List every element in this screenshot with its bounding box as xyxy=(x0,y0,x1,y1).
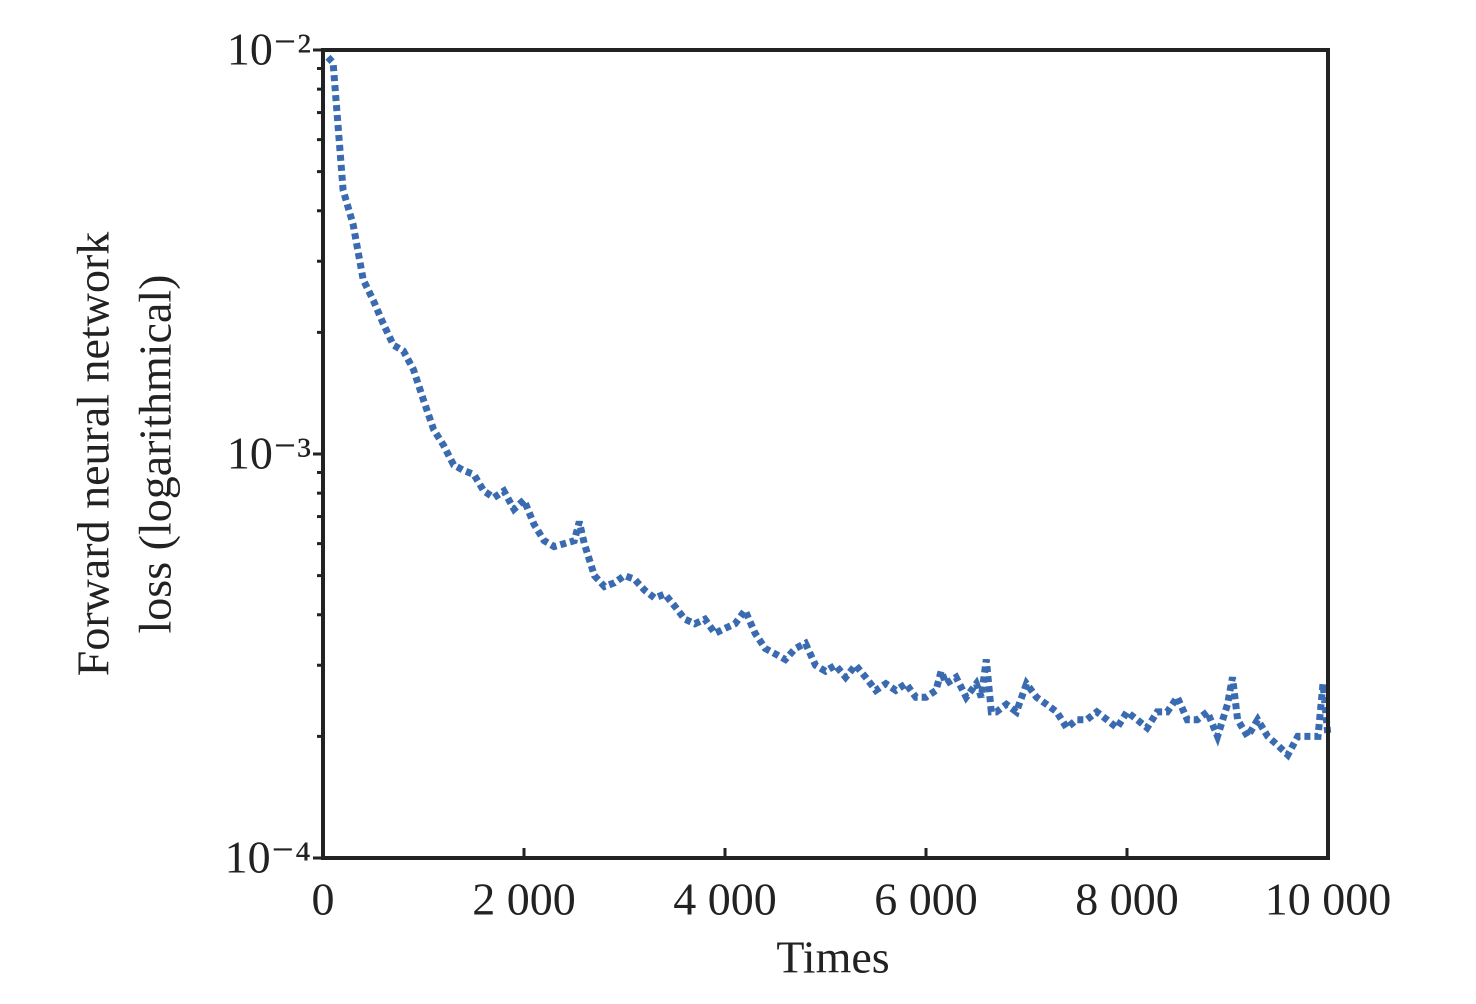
x-tick-label: 2 000 xyxy=(472,874,576,925)
x-tick-label: 10 000 xyxy=(1265,874,1392,925)
x-tick-label: 4 000 xyxy=(673,874,777,925)
y-tick-label: 10⁻³ xyxy=(227,428,311,479)
y-tick-label: 10⁻² xyxy=(227,24,311,75)
x-tick-label: 0 xyxy=(312,874,335,925)
x-axis-label: Times xyxy=(776,932,889,983)
data-line xyxy=(325,54,1332,761)
x-tick-label: 8 000 xyxy=(1075,874,1179,925)
y-tick-label: 10⁻⁴ xyxy=(225,832,311,883)
x-tick-label: 6 000 xyxy=(874,874,978,925)
y-axis-label: loss (logarithmical) xyxy=(130,275,181,634)
y-axis-label: Forward neural network xyxy=(68,232,119,677)
y-axis-label-group: Forward neural network loss (logarithmic… xyxy=(68,232,181,677)
plot-frame xyxy=(321,48,1330,860)
